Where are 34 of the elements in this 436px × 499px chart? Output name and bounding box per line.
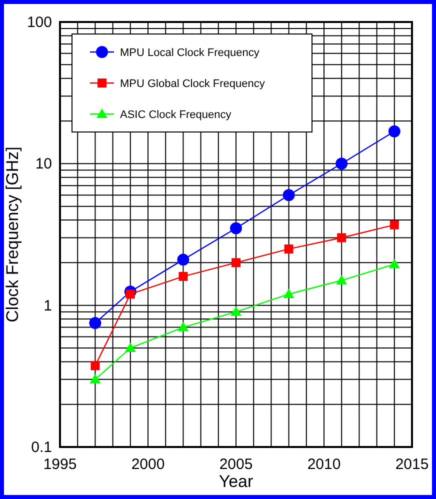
point	[282, 189, 295, 202]
point	[390, 220, 399, 230]
point	[178, 272, 188, 281]
point	[177, 254, 190, 266]
point	[89, 317, 102, 330]
x-tick-label: 1995	[43, 456, 77, 473]
point	[230, 306, 242, 316]
point	[388, 125, 400, 138]
point	[283, 288, 294, 298]
point	[126, 290, 135, 299]
point	[230, 222, 242, 234]
x-axis-title: Year	[218, 472, 254, 491]
y-tick-label: 100	[26, 14, 52, 31]
x-tick-label: 2000	[131, 456, 165, 473]
x-tick-label: 2015	[395, 456, 429, 473]
y-tick-label: 0.1	[31, 439, 52, 456]
y-tick-label: 10	[35, 156, 52, 173]
legend-label: ASIC Clock Frequency	[120, 109, 232, 121]
point	[124, 342, 136, 352]
point	[178, 322, 189, 332]
point	[337, 233, 346, 242]
x-tick-label: 2005	[219, 456, 253, 473]
point	[90, 374, 101, 384]
point	[232, 258, 240, 268]
y-axis-title: Clock Frequency [GHz]	[3, 146, 22, 322]
legend-label: MPU Local Clock Frequency	[120, 47, 260, 59]
point	[336, 158, 348, 170]
legend-label: MPU Global Clock Frequency	[120, 78, 266, 90]
y-tick-label: 1	[44, 297, 52, 314]
x-tick-label: 2010	[307, 456, 341, 473]
point	[388, 258, 400, 268]
point	[284, 244, 294, 254]
point	[90, 361, 100, 370]
point	[336, 274, 348, 284]
